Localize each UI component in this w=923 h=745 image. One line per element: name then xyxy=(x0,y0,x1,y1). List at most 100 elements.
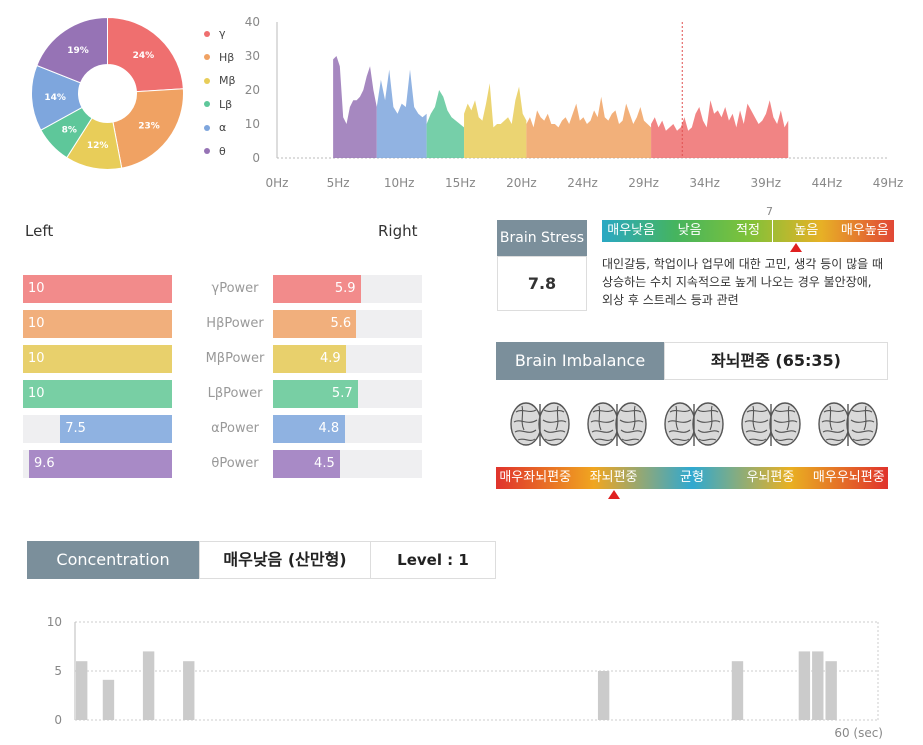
legend-label: Hβ xyxy=(219,50,235,64)
donut-slice-label: 12% xyxy=(87,141,109,151)
brain-icon xyxy=(664,402,724,446)
legend-dot xyxy=(204,101,210,107)
conc-y-tick: 5 xyxy=(54,664,62,678)
right-bar-value: 4.9 xyxy=(320,351,341,366)
concentration-level: Level : 1 xyxy=(397,551,469,569)
right-bar-value: 5.7 xyxy=(331,386,353,401)
x-tick-label: 10Hz xyxy=(384,176,415,190)
brain-imbalance-result: 좌뇌편중 (65:35) xyxy=(710,351,841,370)
right-bar-fill xyxy=(273,310,357,338)
legend-item: Hβ xyxy=(204,51,234,64)
left-bar-fill xyxy=(28,450,172,478)
concentration-title: Concentration xyxy=(56,550,170,569)
x-tick-label: 15Hz xyxy=(445,176,476,190)
spectrum-band-Lβ xyxy=(426,90,465,158)
concentration-bar xyxy=(798,651,811,720)
x-tick-label: 0Hz xyxy=(266,176,289,190)
brain-imbalance-result-box: 좌뇌편중 (65:35) xyxy=(664,342,888,380)
legend-label: Lβ xyxy=(219,97,233,111)
y-tick-label: 20 xyxy=(245,83,260,97)
scale-segment: 낮음 xyxy=(677,223,702,238)
right-bar-fill xyxy=(273,380,358,408)
right-bar-value: 5.6 xyxy=(330,316,352,331)
brain-imbalance-title: Brain Imbalance xyxy=(514,351,646,370)
legend-dot xyxy=(204,54,210,60)
left-bar-value: 10 xyxy=(28,281,45,296)
y-tick-label: 30 xyxy=(245,49,260,63)
stress-scale: 매우낮음 낮음 적정 높음 매우높음 xyxy=(602,220,894,242)
scale-segment: 매우우뇌편중 xyxy=(812,470,885,485)
legend-label: θ xyxy=(219,144,226,158)
brain-icon xyxy=(510,402,570,446)
power-label: HβPower xyxy=(206,316,264,331)
concentration-level-box: Level : 1 xyxy=(370,541,496,579)
brain-imbalance-header: Brain Imbalance xyxy=(496,342,664,380)
legend-item: α xyxy=(204,121,226,134)
x-tick-label: 34Hz xyxy=(689,176,720,190)
frequency-spectrum-chart: 0 10 20 30 40 0Hz 5Hz 10Hz 15Hz 20Hz 24Hz 29Hz 34Hz 3… xyxy=(245,15,904,190)
stress-description-line: 상승하는 수치 지속적으로 높게 나오는 경우 불안장애, xyxy=(602,275,872,289)
right-bar-fill xyxy=(273,275,361,303)
right-bar-fill xyxy=(273,450,341,478)
spectrum-band-θ xyxy=(333,56,377,158)
stress-level-mark: 7 xyxy=(766,205,773,218)
legend-dot xyxy=(204,148,210,154)
concentration-bar xyxy=(825,661,837,720)
scale-segment: 매우높음 xyxy=(840,223,889,238)
legend-dot xyxy=(204,77,210,84)
left-bar-value: 7.5 xyxy=(65,421,86,436)
left-bar-value: 10 xyxy=(28,316,45,331)
donut-slice-1 xyxy=(112,88,184,169)
power-label: αPower xyxy=(211,421,259,436)
legend-label: α xyxy=(219,121,227,134)
right-bar-fill xyxy=(273,345,346,373)
x-tick-label: 49Hz xyxy=(873,176,904,190)
donut-slice-5 xyxy=(36,16,108,84)
band-ratio-donut: 24% 23% 12% 8% 14% 19% xyxy=(31,16,184,170)
concentration-bar xyxy=(731,661,744,720)
donut-slice-label: 14% xyxy=(44,93,66,103)
legend-item: Mβ xyxy=(204,74,236,87)
brain-stress-value-box: 7.8 xyxy=(497,256,587,311)
brain-stress-value: 7.8 xyxy=(527,274,557,293)
x-tick-label: 29Hz xyxy=(628,176,659,190)
conc-x-end-label: 60 (sec) xyxy=(834,726,883,740)
donut-slice-label: 23% xyxy=(138,122,160,132)
legend-item: Lβ xyxy=(204,98,232,111)
stress-pointer xyxy=(790,243,803,252)
y-tick-label: 10 xyxy=(245,117,260,131)
legend-label: Mβ xyxy=(219,74,236,87)
legend-item: γ xyxy=(204,27,226,40)
left-title: Left xyxy=(25,222,54,240)
concentration-bar xyxy=(76,661,88,720)
right-bar-value: 4.5 xyxy=(314,456,335,471)
spectrum-band-α xyxy=(376,69,427,158)
x-tick-label: 24Hz xyxy=(567,176,598,190)
power-label: LβPower xyxy=(207,386,263,401)
donut-slice-label: 24% xyxy=(133,51,155,61)
scale-segment: 좌뇌편중 xyxy=(589,470,638,485)
x-tick-label: 5Hz xyxy=(327,176,350,190)
left-bar-fill xyxy=(23,345,172,373)
stress-description: 대인갈등, 학업이나 업무에 대한 고민, 생각 등이 많을 때 상승하는 수치… xyxy=(602,255,883,309)
imbalance-pointer xyxy=(607,490,620,499)
brain-icon xyxy=(818,402,878,446)
left-bar-value: 10 xyxy=(28,386,45,401)
x-tick-label: 39Hz xyxy=(751,176,782,190)
left-bar-fill xyxy=(23,275,172,303)
concentration-chart: 0 5 10 60 (sec) xyxy=(47,615,883,740)
right-bar-fill xyxy=(273,415,345,443)
concentration-bar xyxy=(597,671,610,720)
brain-stress-title: Brain Stress xyxy=(499,230,585,246)
right-title: Right xyxy=(378,222,418,240)
concentration-result: 매우낮음 (산만형) xyxy=(223,550,347,569)
spectrum-band-γ xyxy=(651,100,789,158)
power-label: γPower xyxy=(211,281,259,296)
stress-description-line: 외상 후 스트레스 등과 관련 xyxy=(602,293,739,307)
legend-dot xyxy=(204,124,210,131)
conc-y-tick: 0 xyxy=(54,713,62,727)
imbalance-scale: 매우좌뇌편중 좌뇌편중 균형 우뇌편중 매우우뇌편중 xyxy=(496,467,888,489)
scale-segment: 매우좌뇌편중 xyxy=(499,470,572,485)
concentration-bar xyxy=(183,661,195,720)
y-tick-label: 0 xyxy=(252,151,260,165)
